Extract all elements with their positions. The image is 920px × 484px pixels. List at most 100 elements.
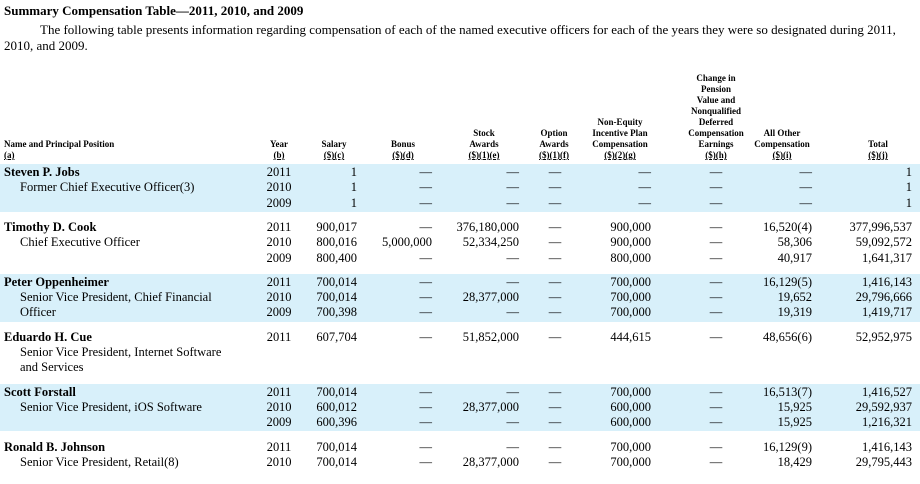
table-cell: — [548, 439, 562, 454]
table-cell: — [709, 439, 723, 454]
header-label: Salary [321, 139, 347, 149]
table-cell: — [419, 329, 433, 344]
table-cell: 2010 [266, 180, 292, 195]
table-cell: 1 [350, 180, 357, 195]
header-code: ($)(2)(g) [604, 150, 636, 160]
header-label: Total [868, 139, 888, 149]
header-code: ($)(1)(e) [468, 150, 500, 160]
table-cell: 52,334,250 [462, 235, 519, 250]
header-label: Bonus [390, 139, 416, 149]
header-label: Stock [473, 128, 495, 138]
row-shade [0, 273, 920, 322]
table-cell: — [506, 439, 520, 454]
header-label: Compensation [688, 128, 744, 138]
header-label: Name and Principal Position [4, 139, 115, 149]
table-cell: — [419, 415, 433, 430]
executive-name: Steven P. Jobs [4, 165, 80, 179]
table-cell: 1,216,321 [862, 415, 912, 430]
table-cell: 1,416,527 [862, 384, 912, 399]
table-cell: — [638, 195, 652, 210]
table-cell: 1,419,717 [862, 305, 912, 320]
table-cell: 51,852,000 [462, 329, 519, 344]
table-cell: — [709, 290, 723, 305]
executive-title: Senior Vice President, iOS Software [20, 399, 202, 414]
table-cell: 16,520(4) [763, 219, 812, 234]
table-cell: 900,000 [610, 235, 651, 250]
table-cell: — [638, 165, 652, 179]
table-cell: 2011 [266, 384, 292, 399]
table-cell: 700,000 [610, 290, 651, 305]
table-cell: 2011 [266, 329, 292, 344]
table-cell: — [506, 180, 520, 195]
table-cell: 600,000 [610, 399, 651, 414]
table-cell: — [638, 180, 652, 195]
table-cell: — [419, 399, 433, 414]
header-label: Awards [539, 139, 569, 149]
table-cell: 48,656(6) [763, 329, 812, 344]
executive-name: Scott Forstall [4, 384, 76, 399]
table-cell: 2009 [266, 415, 292, 430]
header-label: Pension [700, 84, 732, 94]
executive-name: Ronald B. Johnson [4, 439, 106, 454]
header-code: ($)(j) [868, 150, 888, 160]
table-cell: 1,641,317 [862, 250, 912, 265]
table-cell: 28,377,000 [462, 290, 519, 305]
paragraph-line: 2010, and 2009. [4, 38, 88, 53]
table-cell: — [548, 180, 562, 195]
paragraph-line: The following table presents information… [40, 22, 896, 37]
table-cell: 2009 [266, 305, 292, 320]
table-cell: — [419, 219, 433, 234]
table-cell: 700,000 [610, 274, 651, 289]
table-cell: — [709, 329, 723, 344]
table-cell: 2009 [266, 250, 292, 265]
table-cell: 2011 [266, 219, 292, 234]
table-cell: — [548, 195, 562, 210]
executive-name: Peter Oppenheimer [4, 274, 109, 289]
table-cell: 5,000,000 [382, 235, 432, 250]
table-cell: — [548, 399, 562, 414]
table-cell: — [548, 415, 562, 430]
executive-name: Timothy D. Cook [4, 219, 97, 234]
table-cell: 700,014 [316, 290, 357, 305]
table-cell: — [419, 274, 433, 289]
table-cell: 52,952,975 [855, 329, 912, 344]
header-label: Nonqualified [690, 106, 742, 116]
table-cell: — [548, 305, 562, 320]
row-shade [0, 383, 920, 432]
table-cell: — [799, 195, 813, 210]
table-cell: 59,092,572 [855, 235, 912, 250]
table-cell: — [548, 165, 562, 179]
table-cell: 2011 [266, 165, 292, 179]
header-code: ($)(1)(f) [539, 150, 569, 160]
table-cell: 700,014 [316, 454, 357, 469]
table-cell: 15,925 [777, 399, 812, 414]
table-cell: — [506, 415, 520, 430]
table-cell: 1 [350, 165, 357, 179]
table-cell: 1 [905, 195, 912, 210]
table-cell: — [709, 399, 723, 414]
table-cell: — [709, 165, 723, 179]
table-cell: 2010 [266, 235, 292, 250]
table-cell: 376,180,000 [456, 219, 520, 234]
header-label: Change in [696, 73, 736, 83]
header-code: (a) [4, 150, 15, 160]
header-label: Earnings [698, 139, 734, 149]
table-cell: — [548, 454, 562, 469]
header-label: Awards [469, 139, 499, 149]
executive-name: Eduardo H. Cue [4, 329, 92, 344]
table-cell: 18,429 [777, 454, 812, 469]
table-cell: 2009 [266, 195, 292, 210]
table-cell: 1 [905, 165, 912, 179]
executive-title: Former Chief Executive Officer(3) [20, 180, 195, 195]
table-cell: 2011 [266, 439, 292, 454]
table-cell: 16,129(9) [763, 439, 812, 454]
table-cell: — [506, 165, 520, 179]
table-cell: 700,014 [316, 384, 357, 399]
table-cell: 700,398 [316, 305, 357, 320]
header-code: ($)(d) [392, 150, 414, 160]
table-cell: — [709, 274, 723, 289]
table-cell: 29,795,443 [855, 454, 912, 469]
table-cell: 1 [905, 180, 912, 195]
header-label: Deferred [698, 117, 734, 127]
header-label: Non-Equity [597, 117, 643, 127]
